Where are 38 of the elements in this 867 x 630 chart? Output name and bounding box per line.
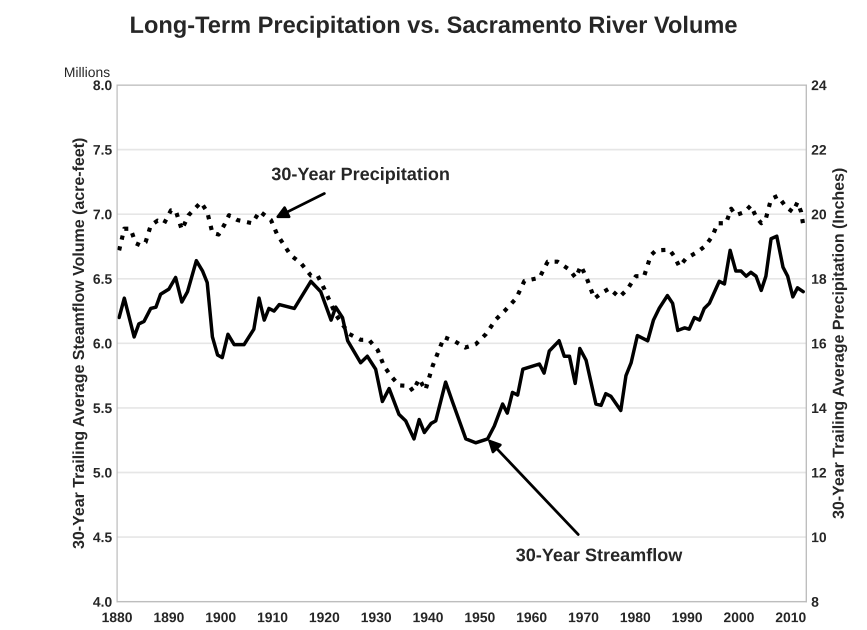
x-tick-label: 2000 bbox=[724, 612, 754, 622]
x-tick-label: 1920 bbox=[310, 612, 340, 622]
y2-tick-label: 12 bbox=[812, 468, 826, 478]
x-tick-label: 1970 bbox=[568, 612, 598, 622]
x-tick-label: 1890 bbox=[154, 612, 184, 622]
y-tick-label: 7.0 bbox=[93, 210, 112, 220]
x-tick-label: 2010 bbox=[776, 612, 806, 622]
y2-tick-label: 22 bbox=[812, 144, 826, 155]
y2-tick-label: 14 bbox=[812, 403, 827, 413]
x-tick-label: 1990 bbox=[672, 612, 702, 622]
y-tick-label: 5.5 bbox=[93, 403, 112, 414]
text: Millions bbox=[64, 66, 110, 78]
y-tick-label: 6.0 bbox=[93, 338, 112, 349]
x-tick-label: 1910 bbox=[258, 612, 288, 622]
y2-tick-label: 24 bbox=[812, 80, 827, 90]
y-tick-label: 6.5 bbox=[93, 274, 112, 284]
annotation: 30-Year Precipitation bbox=[272, 167, 449, 184]
annotation: 30-Year Streamflow bbox=[516, 548, 682, 562]
chart-title: Long-Term Precipitation vs. Sacramento River Volume bbox=[131, 16, 737, 38]
y-tick-label: 5.0 bbox=[93, 468, 112, 478]
x-tick-label: 1980 bbox=[620, 612, 650, 622]
y-tick-label: 7.5 bbox=[93, 145, 112, 155]
x-tick-label: 1950 bbox=[465, 612, 495, 622]
x-tick-label: 1960 bbox=[517, 612, 547, 622]
y2-tick-label: 20 bbox=[812, 210, 826, 220]
y2-tick-label: 8 bbox=[812, 596, 818, 607]
x-tick-label: 1940 bbox=[413, 612, 443, 622]
y-tick-label: 8.0 bbox=[93, 80, 112, 90]
y-axis-title: 30-Year Trailing Average Steamflow Volume (acre-feet) bbox=[72, 138, 88, 549]
y2-tick-label: 18 bbox=[812, 274, 826, 284]
x-tick-label: 1900 bbox=[206, 612, 236, 622]
x-tick-label: 1880 bbox=[102, 612, 132, 622]
y2-tick-label: 16 bbox=[812, 338, 826, 349]
y-tick-label: 4.0 bbox=[93, 596, 112, 607]
y2-axis-title: 30-Year Trailing Average Precipitation (Inches) bbox=[832, 168, 848, 519]
x-tick-label: 1930 bbox=[362, 612, 392, 622]
y2-tick-label: 10 bbox=[812, 532, 826, 542]
y-tick-label: 4.5 bbox=[93, 532, 112, 542]
